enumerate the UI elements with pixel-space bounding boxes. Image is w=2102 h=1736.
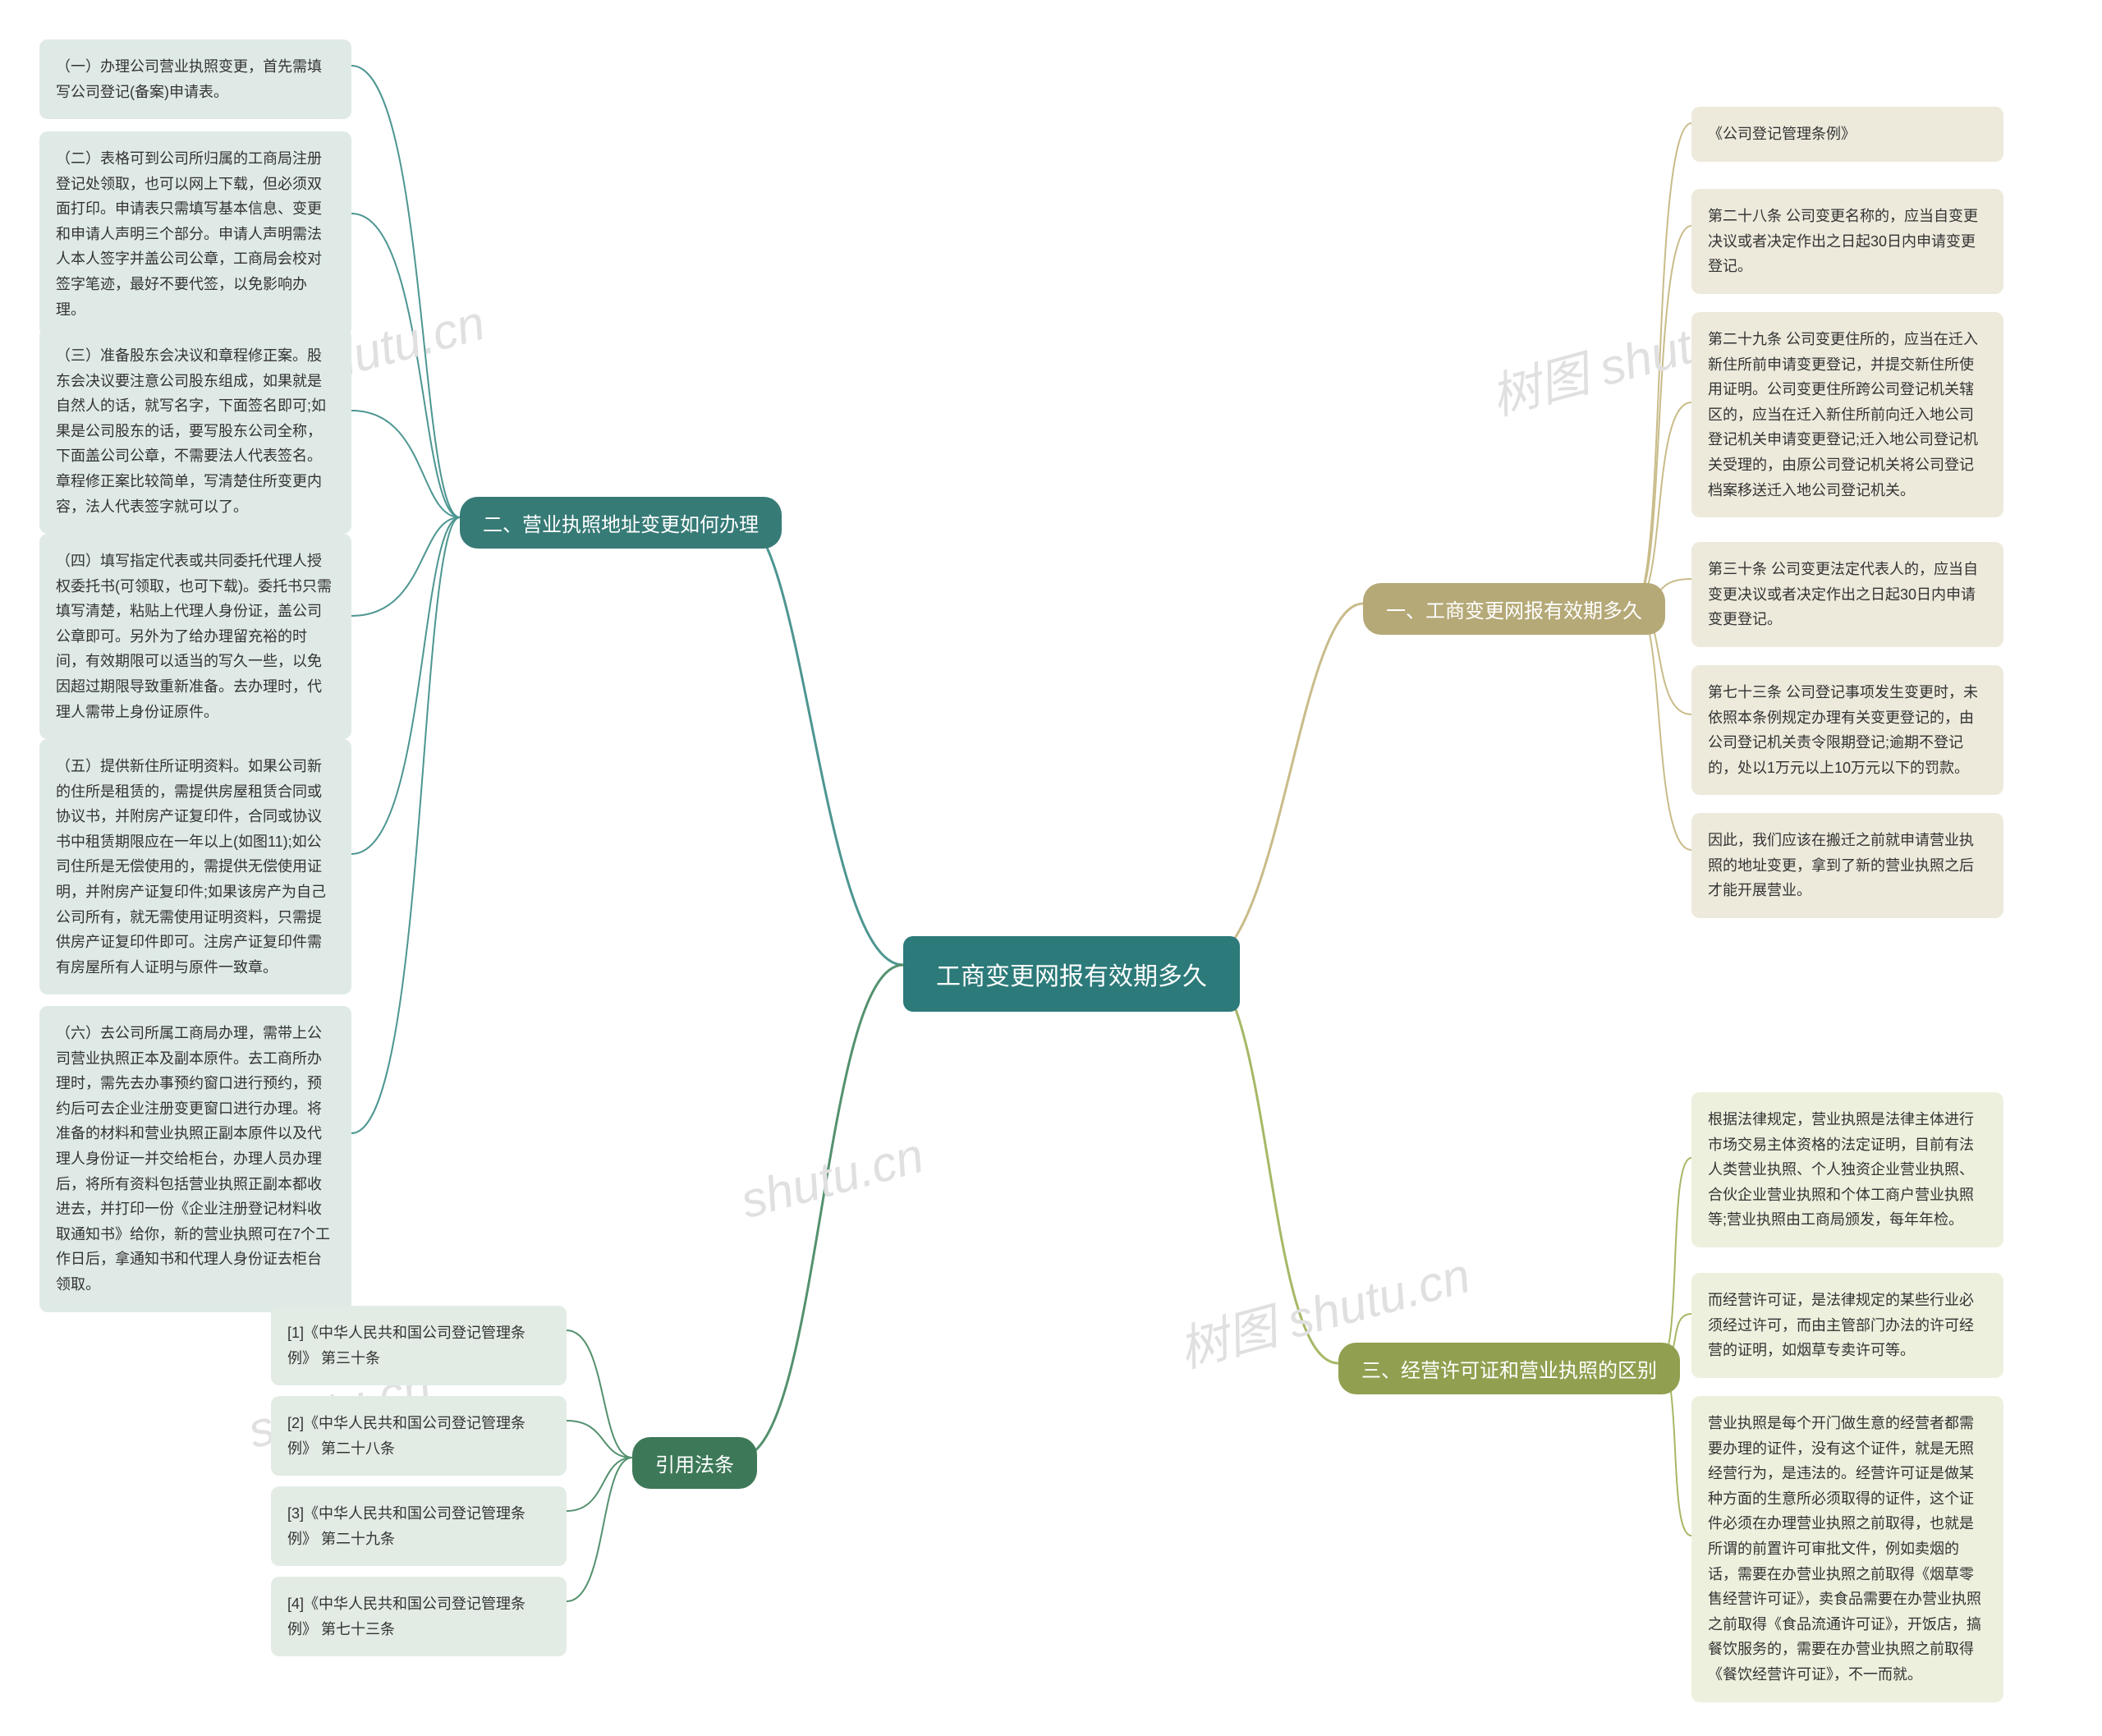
leaf-node[interactable]: （三）准备股东会决议和章程修正案。股东会决议要注意公司股东组成，如果就是自然人的… — [39, 328, 351, 534]
leaf-node[interactable]: 营业执照是每个开门做生意的经营者都需要办理的证件，没有这个证件，就是无照经营行为… — [1691, 1396, 2003, 1702]
branch-node-b4[interactable]: 引用法条 — [632, 1437, 757, 1489]
leaf-node[interactable]: 而经营许可证，是法律规定的某些行业必须经过许可，而由主管部门办法的许可经营的证明… — [1691, 1273, 2003, 1378]
center-node[interactable]: 工商变更网报有效期多久 — [903, 936, 1240, 1012]
leaf-node[interactable]: [1]《中华人民共和国公司登记管理条例》 第三十条 — [271, 1306, 567, 1385]
leaf-node[interactable]: （一）办理公司营业执照变更，首先需填写公司登记(备案)申请表。 — [39, 39, 351, 119]
leaf-node[interactable]: 第三十条 公司变更法定代表人的，应当自变更决议或者决定作出之日起30日内申请变更… — [1691, 542, 2003, 647]
leaf-node[interactable]: 第七十三条 公司登记事项发生变更时，未依照本条例规定办理有关变更登记的，由公司登… — [1691, 665, 2003, 795]
leaf-node[interactable]: （六）去公司所属工商局办理，需带上公司营业执照正本及副本原件。去工商所办理时，需… — [39, 1006, 351, 1312]
leaf-node[interactable]: （二）表格可到公司所归属的工商局注册登记处领取，也可以网上下载，但必须双面打印。… — [39, 131, 351, 337]
leaf-node[interactable]: （四）填写指定代表或共同委托代理人授权委托书(可领取，也可下载)。委托书只需填写… — [39, 534, 351, 739]
leaf-node[interactable]: 第二十九条 公司变更住所的，应当在迁入新住所前申请变更登记，并提交新住所使用证明… — [1691, 312, 2003, 517]
leaf-node[interactable]: 因此，我们应该在搬迁之前就申请营业执照的地址变更，拿到了新的营业执照之后才能开展… — [1691, 813, 2003, 918]
leaf-node[interactable]: [2]《中华人民共和国公司登记管理条例》 第二十八条 — [271, 1396, 567, 1476]
branch-node-b3[interactable]: 三、经营许可证和营业执照的区别 — [1338, 1343, 1680, 1394]
leaf-node[interactable]: [3]《中华人民共和国公司登记管理条例》 第二十九条 — [271, 1486, 567, 1566]
leaf-node[interactable]: 第二十八条 公司变更名称的，应当自变更决议或者决定作出之日起30日内申请变更登记… — [1691, 189, 2003, 294]
leaf-node[interactable]: （五）提供新住所证明资料。如果公司新的住所是租赁的，需提供房屋租赁合同或协议书，… — [39, 739, 351, 994]
leaf-node[interactable]: 《公司登记管理条例》 — [1691, 107, 2003, 162]
branch-node-b2[interactable]: 二、营业执照地址变更如何办理 — [460, 497, 782, 549]
branch-node-b1[interactable]: 一、工商变更网报有效期多久 — [1363, 583, 1665, 635]
watermark: shutu.cn — [735, 1127, 929, 1229]
leaf-node[interactable]: 根据法律规定，营业执照是法律主体进行市场交易主体资格的法定证明，目前有法人类营业… — [1691, 1092, 2003, 1247]
leaf-node[interactable]: [4]《中华人民共和国公司登记管理条例》 第七十三条 — [271, 1577, 567, 1656]
